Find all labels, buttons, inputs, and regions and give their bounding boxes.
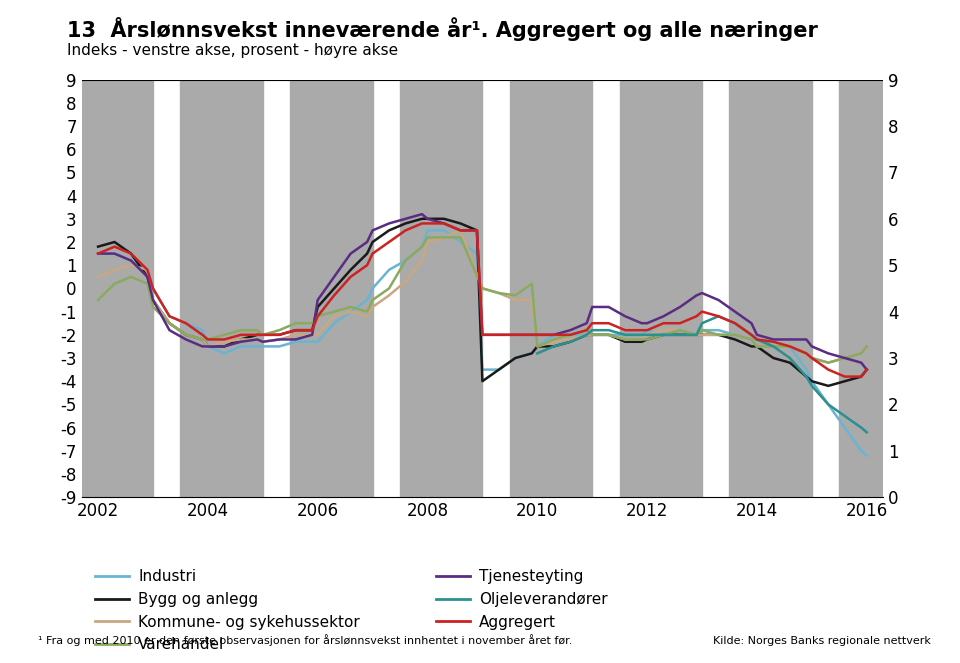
Bar bbox=[180, 80, 263, 497]
Text: 13  Årslønnsvekst inneværende år¹. Aggregert og alle næringer: 13 Årslønnsvekst inneværende år¹. Aggreg… bbox=[67, 17, 818, 40]
Bar bbox=[290, 80, 372, 497]
Text: Kilde: Norges Banks regionale nettverk: Kilde: Norges Banks regionale nettverk bbox=[713, 636, 931, 646]
Bar bbox=[730, 80, 812, 497]
Bar bbox=[82, 80, 153, 497]
Bar bbox=[510, 80, 592, 497]
Bar bbox=[400, 80, 482, 497]
Text: Indeks - venstre akse, prosent - høyre akse: Indeks - venstre akse, prosent - høyre a… bbox=[67, 43, 398, 58]
Bar bbox=[839, 80, 883, 497]
Text: ¹ Fra og med 2010 er den første observasjonen for årslønnsvekst innhentet i nove: ¹ Fra og med 2010 er den første observas… bbox=[38, 634, 573, 646]
Legend: Industri, Bygg og anlegg, Kommune- og sykehussektor, Varehandel, Tjenesteyting, : Industri, Bygg og anlegg, Kommune- og sy… bbox=[89, 564, 613, 658]
Bar bbox=[619, 80, 702, 497]
